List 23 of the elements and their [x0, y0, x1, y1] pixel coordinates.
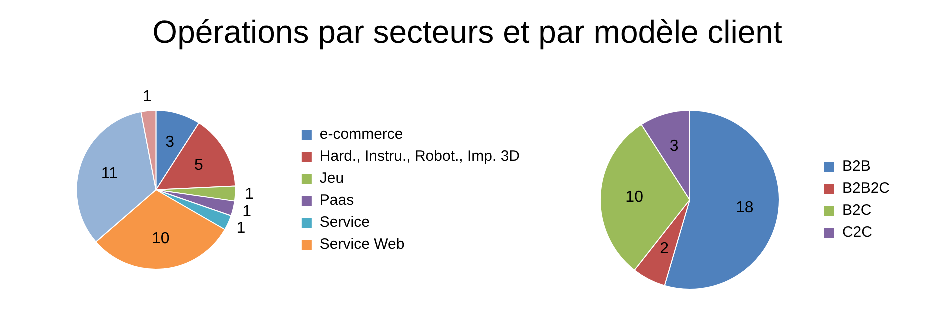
legend-label: Paas	[320, 192, 354, 210]
data-label: 5	[194, 156, 204, 174]
chart-title: Opérations par secteurs et par modèle client	[152, 14, 784, 51]
legend-label: Service Web	[320, 236, 405, 254]
legend-label: Hard., Instru., Robot., Imp. 3D	[320, 148, 520, 166]
data-label: 3	[670, 138, 679, 156]
data-label: 11	[101, 165, 118, 182]
data-label: 2	[660, 240, 670, 258]
legend-label: Service	[320, 214, 370, 232]
legend-label: B2B2C	[842, 180, 890, 198]
data-label: 1	[236, 220, 246, 238]
legend-label: B2B	[842, 158, 871, 176]
legend-label: e-commerce	[320, 126, 404, 144]
data-label: 10	[626, 188, 644, 206]
data-label: 18	[736, 199, 754, 216]
legend-label: Jeu	[320, 170, 344, 188]
data-label: 1	[245, 186, 254, 203]
legend-label: B2C	[842, 202, 872, 220]
data-label: 3	[166, 134, 175, 152]
data-label: 1	[242, 203, 252, 220]
legend-label: C2C	[842, 224, 873, 242]
data-label: 10	[152, 230, 170, 248]
data-label: 1	[142, 88, 152, 106]
